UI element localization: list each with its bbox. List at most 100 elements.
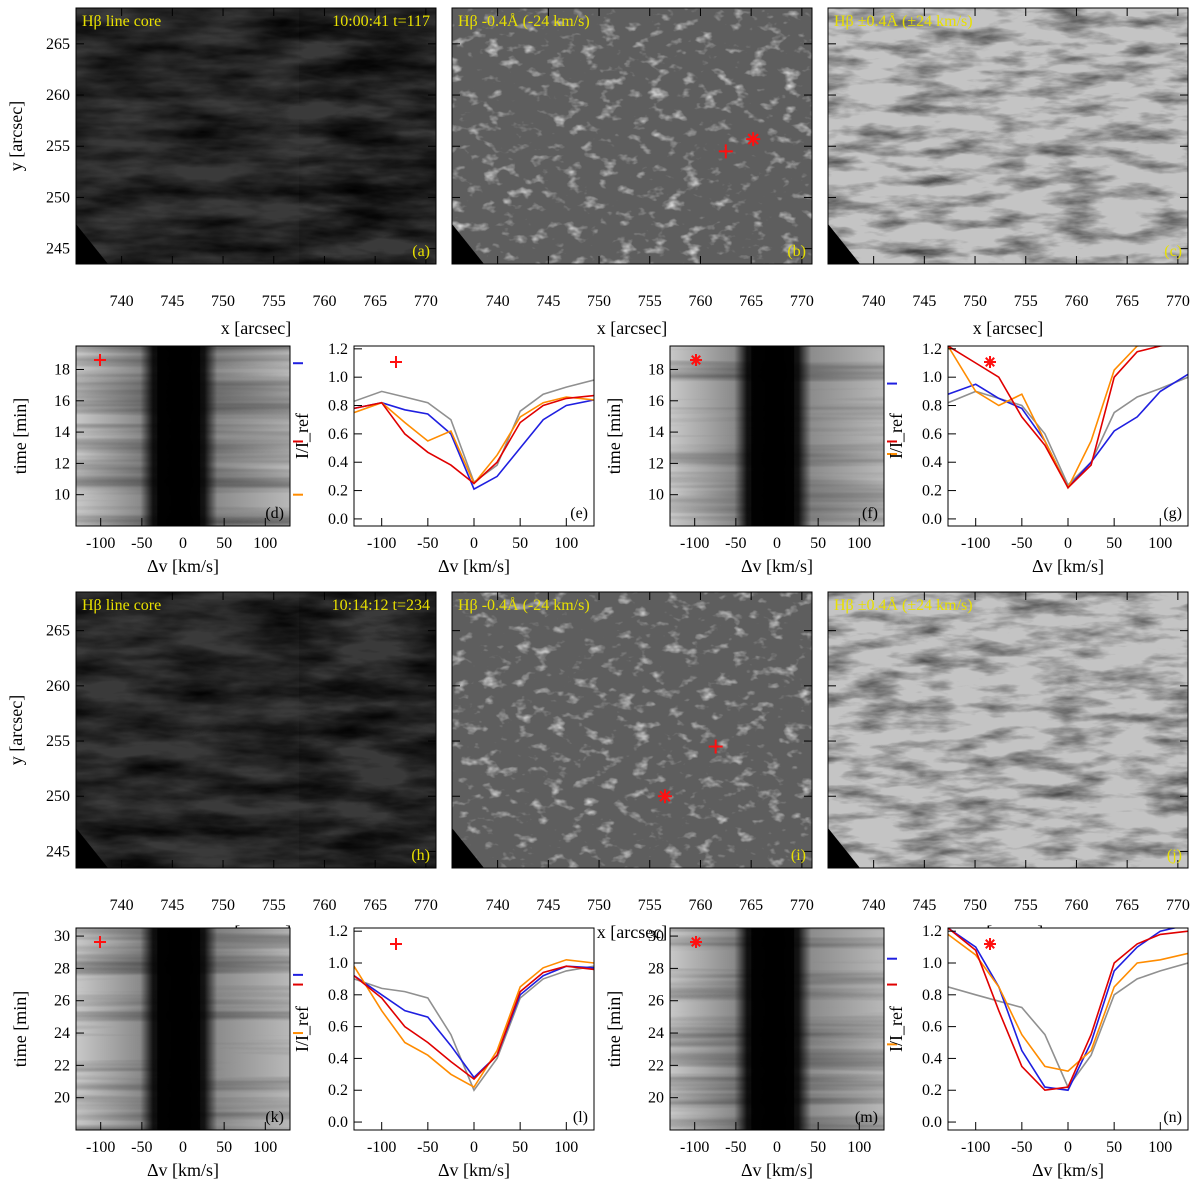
x-tick-label: 745 (912, 293, 936, 310)
y-tick-label: 255 (46, 733, 70, 750)
x-tick-label: 770 (414, 897, 438, 914)
y-tick-label: 0.8 (922, 398, 942, 415)
image-frame (75, 591, 437, 869)
y-tick-label: 20 (54, 1090, 70, 1107)
x-tick-label: -50 (725, 1139, 746, 1156)
panel-title: Hβ line core (82, 13, 161, 30)
x-tick-label: 740 (862, 293, 886, 310)
x-tick-label: 0 (179, 535, 187, 552)
image-texture (452, 8, 812, 264)
x-tick-label: -100 (367, 535, 396, 552)
x-tick-label: 770 (790, 293, 814, 310)
y-tick-label: 10 (648, 487, 664, 504)
y-tick-label: 1.2 (922, 341, 942, 358)
y-tick-label: 1.0 (922, 369, 942, 386)
x-tick-label: 50 (512, 1139, 528, 1156)
y-tick-label: 28 (648, 960, 664, 977)
x-tick-label: 50 (216, 535, 232, 552)
y-tick-label: 18 (648, 361, 664, 378)
y-tick-label: 28 (54, 960, 70, 977)
x-tick-label: 760 (1064, 897, 1088, 914)
x-tick-label: 765 (739, 293, 763, 310)
x-tick-label: -50 (417, 535, 438, 552)
x-tick-label: 755 (638, 293, 662, 310)
x-axis-label: Δv [km/s] (1032, 1160, 1104, 1180)
y-axis-label: time [min] (10, 398, 30, 474)
image-corner (452, 224, 484, 264)
image-frame (451, 7, 813, 265)
y-axis-label: time [min] (604, 398, 624, 474)
x-tick-label: 50 (216, 1139, 232, 1156)
profile-line-gray (354, 965, 594, 1092)
profile-background (948, 346, 1188, 526)
y-tick-label: 16 (648, 393, 664, 410)
panel-label: (k) (265, 1109, 284, 1126)
image-corner (452, 828, 484, 868)
y-tick-label: 0.4 (922, 454, 942, 471)
panel-label: (g) (1163, 505, 1182, 522)
x-tick-label: -100 (961, 1139, 990, 1156)
x-tick-label: 750 (211, 897, 235, 914)
x-tick-label: -100 (86, 1139, 115, 1156)
panel-label: (h) (411, 847, 430, 864)
image-frame (451, 591, 813, 869)
profile-panel-g: -100 -50 0 50 100 0.0 0.2 0.4 0.6 0.8 1.0 1.2 Δv [km… (886, 341, 1189, 576)
x-tick-label: -50 (131, 1139, 152, 1156)
x-tick-label: 100 (847, 1139, 871, 1156)
image-panel-b: 740 745 750 755 760 765 770 Hβ -0.4Å (-24 km/s)… (451, 7, 814, 338)
x-tick-label: 745 (912, 897, 936, 914)
y-tick-label: 0.0 (328, 511, 348, 528)
x-axis-label: Δv [km/s] (147, 556, 219, 576)
x-tick-label: 765 (739, 897, 763, 914)
star-marker-ray (691, 937, 701, 947)
panel-label: (a) (412, 243, 430, 260)
image-texture (452, 592, 812, 868)
y-tick-label: 260 (46, 87, 70, 104)
y-tick-label: 250 (46, 788, 70, 805)
y-tick-label: 26 (648, 993, 664, 1010)
x-tick-label: 740 (110, 293, 134, 310)
x-tick-label: 745 (536, 897, 560, 914)
panel-label: (b) (787, 243, 806, 260)
panel-label: (n) (1163, 1109, 1182, 1126)
y-tick-label: 18 (54, 361, 70, 378)
x-tick-label: 100 (1148, 1139, 1172, 1156)
y-tick-label: 10 (54, 487, 70, 504)
panel-timestamp: 10:00:41 t=117 (332, 13, 430, 30)
image-corner (828, 224, 860, 264)
y-tick-label: 20 (648, 1090, 664, 1107)
profile-line-gray (948, 376, 1188, 487)
x-tick-label: 0 (470, 1139, 478, 1156)
panel-label: (c) (1164, 243, 1182, 260)
x-tick-label: 740 (486, 293, 510, 310)
x-axis-label: x [arcsec] (597, 922, 667, 942)
profile-line-orange (948, 933, 1188, 1072)
panel-timestamp: 10:14:12 t=234 (332, 597, 430, 614)
x-tick-label: 750 (211, 293, 235, 310)
x-tick-label: 0 (1064, 535, 1072, 552)
y-axis-label: y [arcsec] (6, 101, 26, 171)
xt-line-core (157, 346, 201, 526)
image-texture-bright (299, 592, 436, 868)
y-tick-label: 1.0 (922, 955, 942, 972)
y-tick-label: 0.0 (922, 1114, 942, 1131)
y-tick-label: 0.8 (328, 987, 348, 1004)
x-tick-label: 50 (1106, 1139, 1122, 1156)
x-tick-label: 770 (790, 897, 814, 914)
image-corner (76, 828, 108, 868)
x-tick-label: -100 (86, 535, 115, 552)
image-corner (76, 224, 108, 264)
x-tick-label: 755 (638, 897, 662, 914)
y-tick-label: 1.0 (328, 955, 348, 972)
y-tick-label: 265 (46, 36, 70, 53)
x-axis-label: Δv [km/s] (741, 1160, 813, 1180)
panel-label: (l) (573, 1109, 588, 1126)
y-axis-label: time [min] (10, 991, 30, 1067)
x-tick-label: -100 (680, 1139, 709, 1156)
x-tick-label: 755 (262, 293, 286, 310)
y-tick-label: 30 (54, 928, 70, 945)
x-tick-label: 755 (1014, 293, 1038, 310)
x-tick-label: 100 (253, 1139, 277, 1156)
x-tick-label: 765 (363, 293, 387, 310)
profile-panel-l: -100 -50 0 50 100 0.0 0.2 0.4 0.6 0.8 1.0 1.2 Δv [km… (292, 923, 595, 1180)
